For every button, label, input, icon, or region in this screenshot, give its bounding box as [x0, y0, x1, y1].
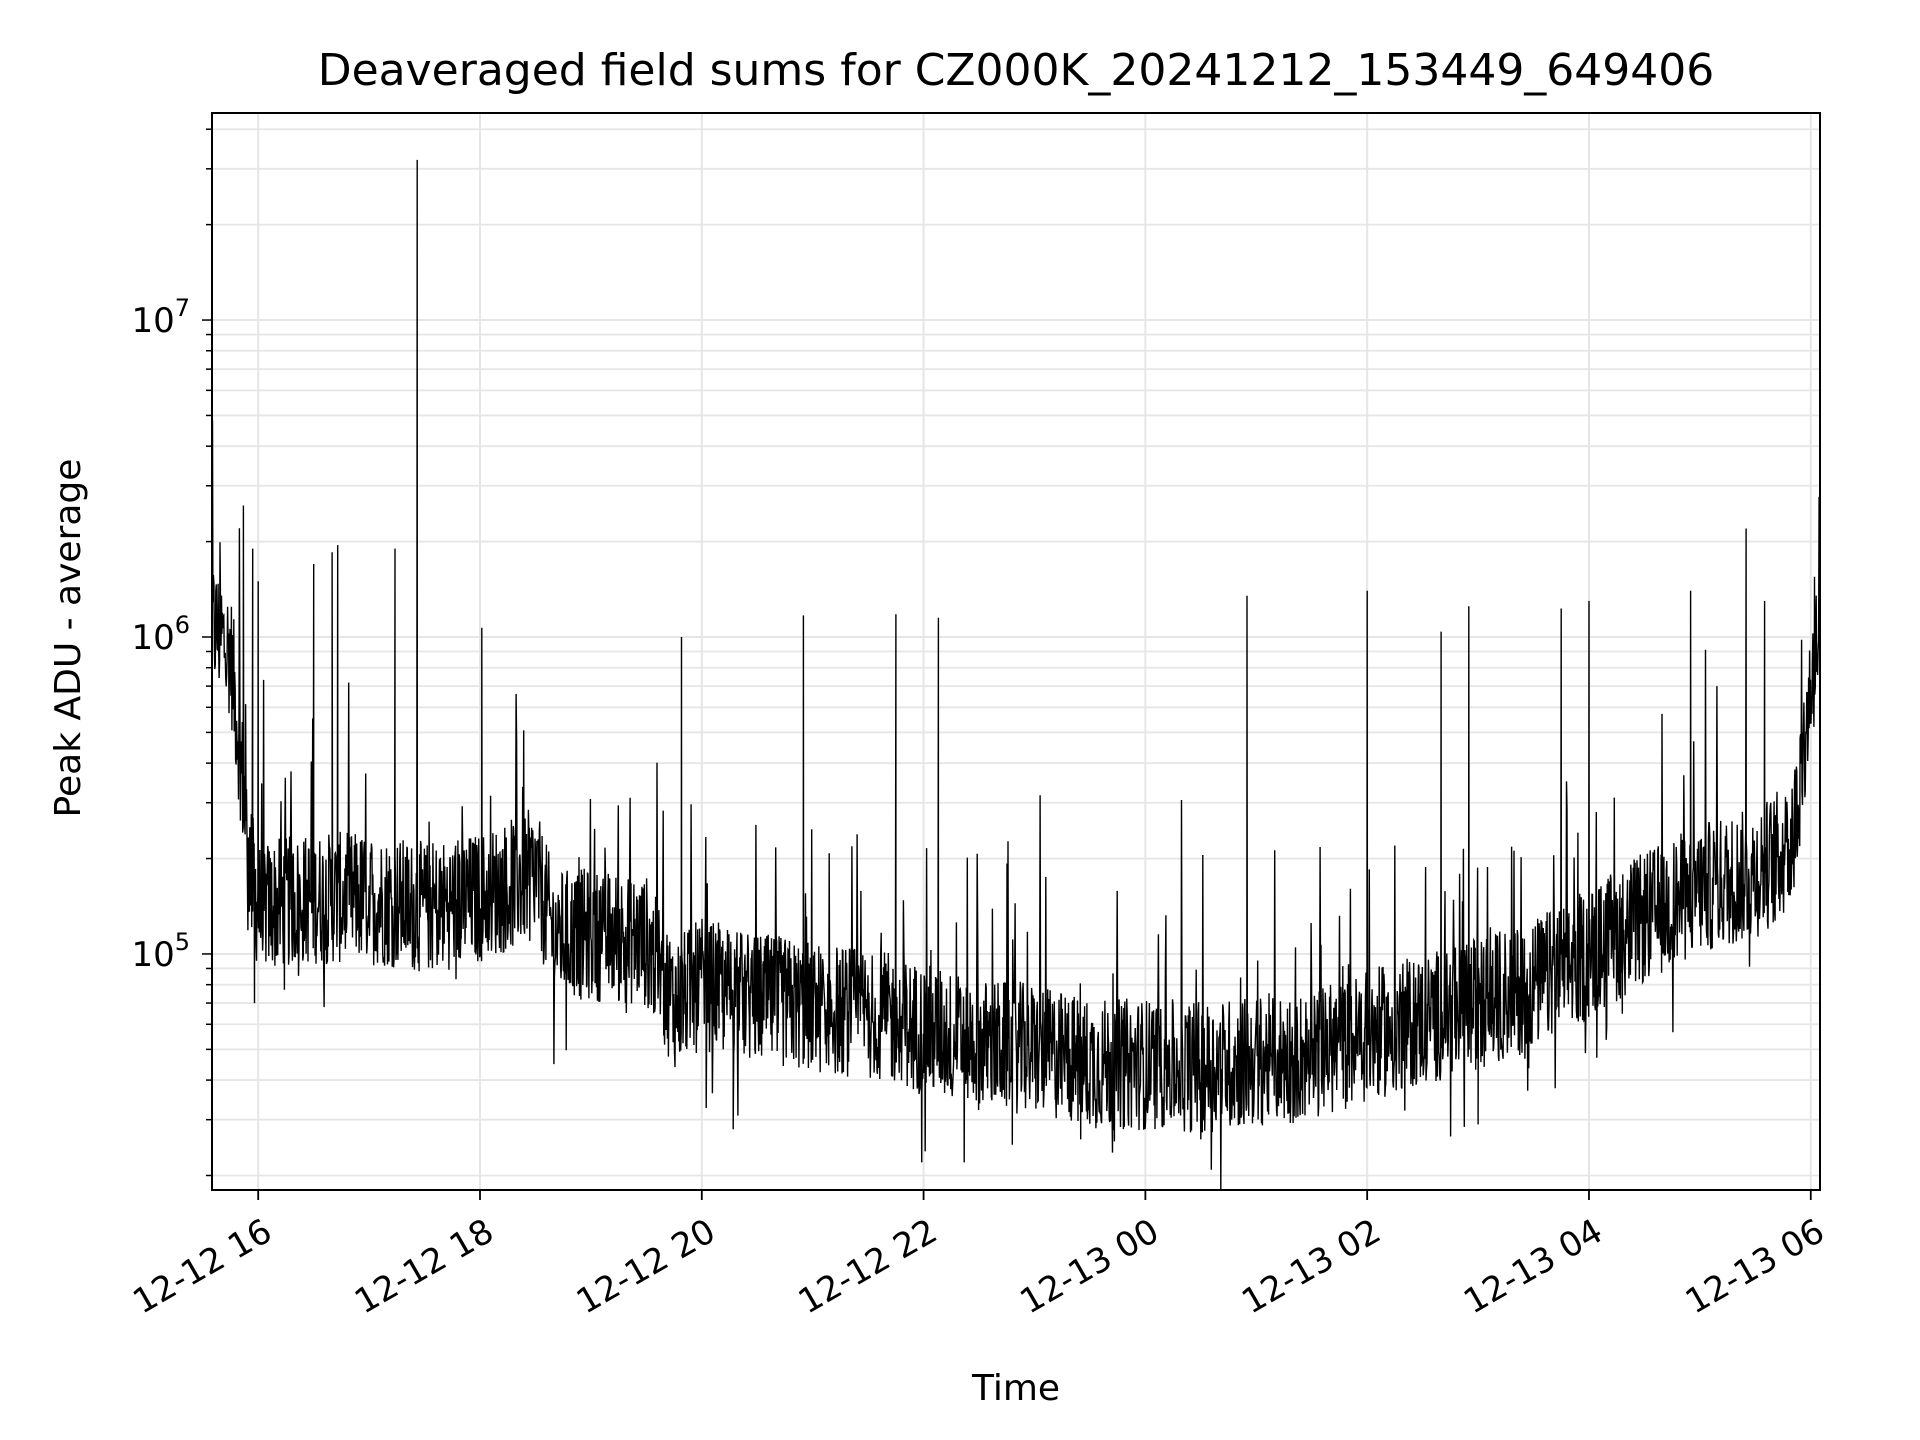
y-tick-label: 106 — [131, 611, 190, 658]
x-axis-label: Time — [971, 1368, 1060, 1409]
series-layer — [211, 159, 1821, 1191]
y-tick-label: 107 — [131, 294, 190, 341]
y-axis-label: Peak ADU - average — [48, 459, 89, 818]
chart-title: Deaveraged field sums for CZ000K_2024121… — [318, 45, 1715, 96]
grid — [212, 113, 1820, 1190]
y-axis: 105 106 107 — [131, 128, 212, 1177]
y-tick-label: 105 — [131, 928, 190, 975]
series-line — [211, 159, 1821, 1191]
